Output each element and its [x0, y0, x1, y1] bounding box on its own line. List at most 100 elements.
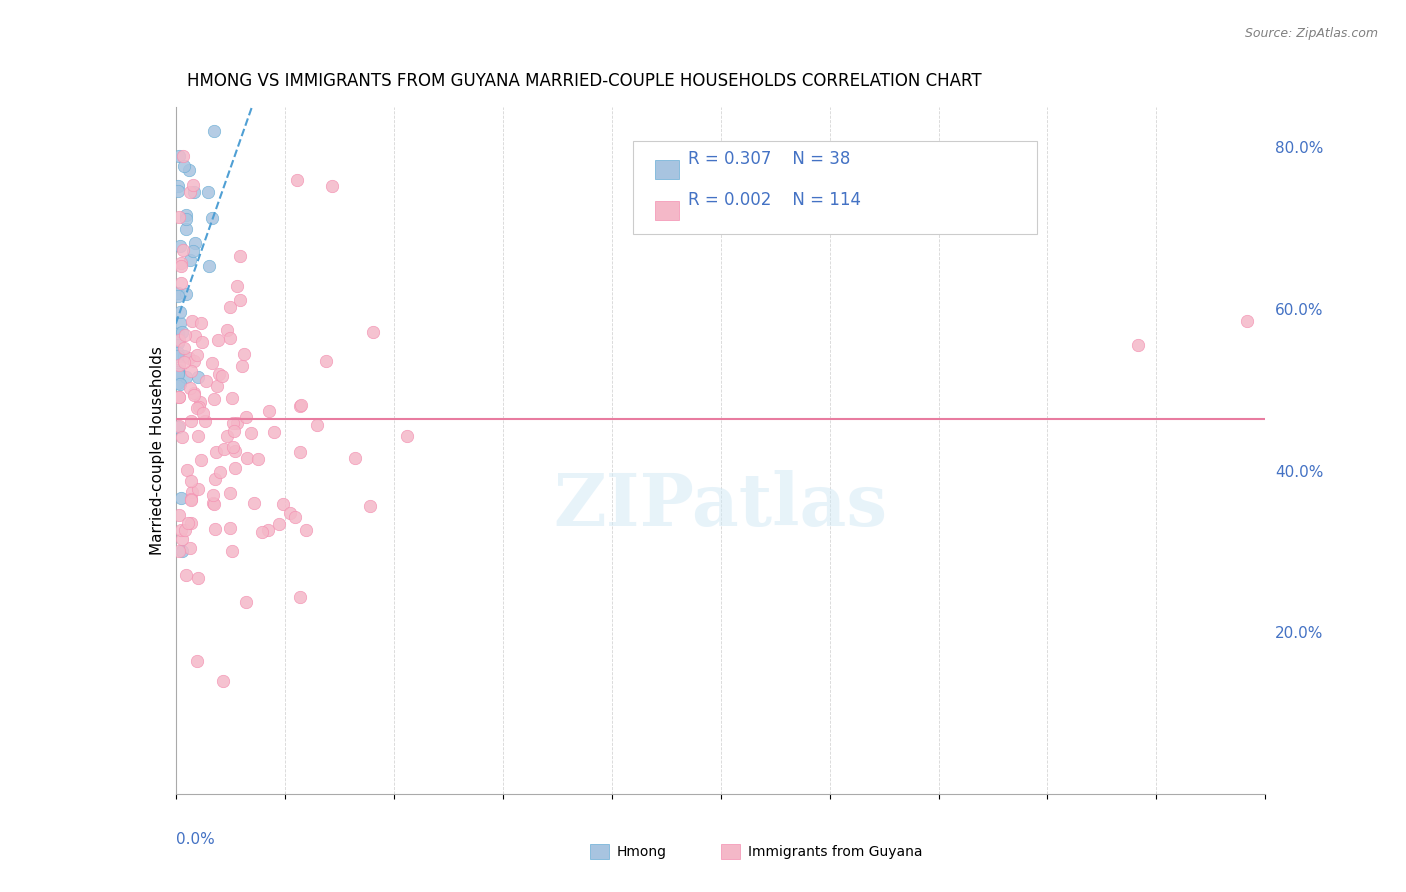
Point — [285, 173, 308, 187]
Point — [305, 417, 328, 432]
Point — [191, 335, 214, 350]
Point — [361, 326, 384, 340]
Point — [290, 445, 312, 459]
FancyBboxPatch shape — [591, 844, 609, 859]
Point — [173, 354, 195, 368]
Point — [186, 401, 208, 416]
Point — [188, 401, 211, 415]
Point — [186, 654, 208, 668]
Point — [224, 444, 246, 458]
Point — [180, 492, 202, 507]
Point — [204, 522, 226, 536]
Point — [169, 317, 191, 331]
Point — [166, 289, 188, 303]
Point — [395, 429, 418, 443]
Point — [229, 293, 252, 307]
Point — [247, 451, 270, 466]
Point — [186, 348, 208, 362]
Point — [183, 388, 205, 402]
Text: 0.0%: 0.0% — [176, 831, 215, 847]
FancyBboxPatch shape — [633, 141, 1036, 234]
Point — [214, 442, 236, 457]
Point — [235, 409, 257, 424]
Point — [229, 249, 252, 263]
Point — [184, 328, 207, 343]
Point — [187, 482, 209, 496]
Point — [271, 497, 294, 511]
Point — [225, 279, 247, 293]
Point — [169, 390, 191, 404]
Point — [187, 370, 209, 384]
Point — [173, 160, 195, 174]
Point — [166, 349, 188, 363]
Point — [184, 235, 207, 250]
Point — [176, 516, 198, 530]
Point — [173, 341, 195, 355]
Point — [267, 516, 290, 531]
Point — [205, 379, 228, 393]
Point — [169, 390, 191, 404]
Point — [179, 474, 201, 488]
Point — [219, 331, 242, 345]
Point — [202, 497, 225, 511]
Point — [197, 259, 219, 273]
Point — [174, 208, 197, 222]
Point — [1236, 314, 1258, 328]
Point — [170, 276, 193, 290]
Point — [221, 544, 243, 558]
Point — [263, 425, 285, 439]
Point — [243, 496, 266, 510]
Point — [179, 163, 201, 178]
Point — [201, 488, 224, 502]
Point — [170, 523, 193, 537]
Point — [166, 368, 188, 382]
Point — [170, 491, 193, 505]
Point — [181, 314, 204, 328]
Point — [170, 544, 193, 558]
Point — [194, 414, 217, 428]
Point — [183, 386, 205, 401]
Point — [295, 523, 318, 537]
Point — [179, 253, 201, 268]
Point — [215, 429, 238, 443]
Text: Source: ZipAtlas.com: Source: ZipAtlas.com — [1244, 27, 1378, 40]
Point — [169, 544, 191, 558]
Point — [179, 381, 201, 395]
Point — [166, 326, 188, 340]
Point — [169, 376, 191, 391]
Point — [201, 211, 224, 225]
Point — [257, 404, 280, 418]
Point — [235, 450, 257, 465]
Point — [187, 429, 209, 443]
Point — [204, 472, 226, 486]
Point — [172, 244, 194, 258]
Point — [257, 523, 280, 537]
Point — [172, 148, 194, 162]
Point — [201, 356, 224, 370]
Point — [180, 492, 202, 507]
Point — [169, 419, 191, 434]
Text: Hmong: Hmong — [617, 845, 666, 859]
Point — [180, 414, 202, 428]
Point — [180, 484, 202, 499]
Point — [167, 178, 190, 193]
Point — [215, 323, 238, 337]
Y-axis label: Married-couple Households: Married-couple Households — [149, 346, 165, 555]
Point — [169, 256, 191, 270]
Point — [190, 316, 212, 330]
Point — [1128, 338, 1150, 352]
Text: HMONG VS IMMIGRANTS FROM GUYANA MARRIED-COUPLE HOUSEHOLDS CORRELATION CHART: HMONG VS IMMIGRANTS FROM GUYANA MARRIED-… — [187, 72, 981, 90]
Point — [166, 362, 188, 376]
Point — [250, 524, 273, 539]
Point — [284, 510, 307, 524]
Point — [174, 287, 197, 301]
Point — [211, 369, 233, 384]
FancyBboxPatch shape — [721, 844, 740, 859]
Point — [343, 450, 366, 465]
Point — [321, 179, 343, 194]
Point — [208, 465, 231, 479]
Point — [174, 222, 197, 236]
Point — [208, 367, 231, 381]
Point — [197, 186, 219, 200]
Point — [179, 351, 201, 365]
